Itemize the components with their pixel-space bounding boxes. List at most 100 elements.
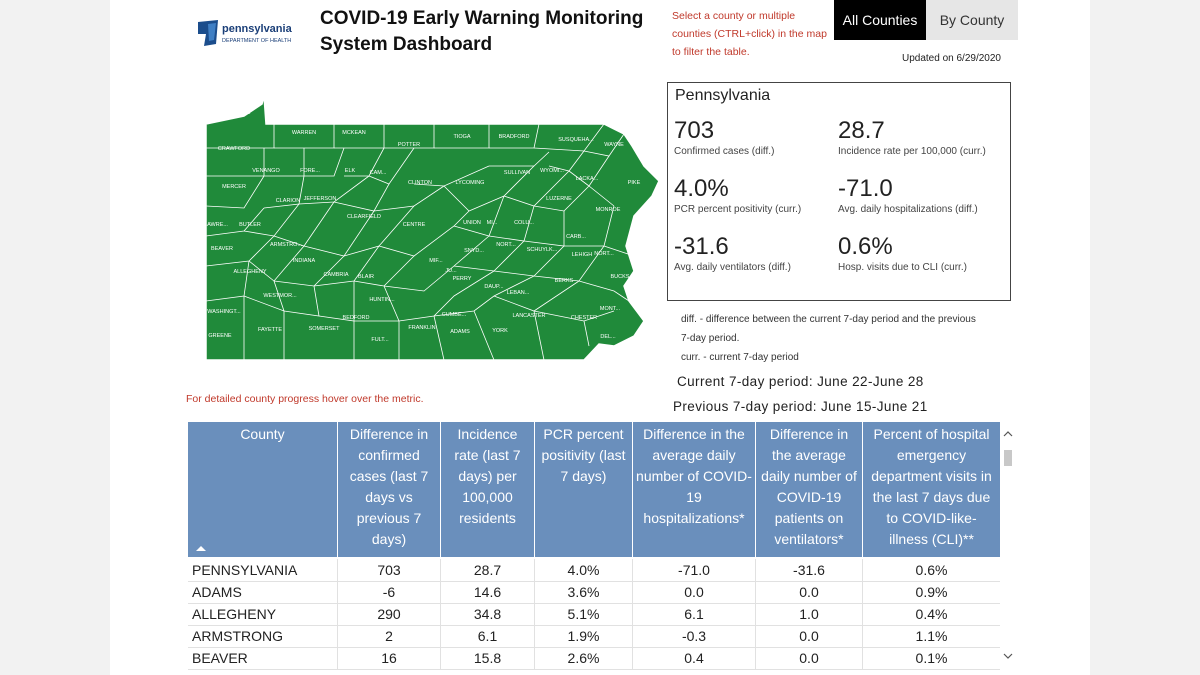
sort-ascending-icon[interactable]	[196, 546, 206, 551]
county-label[interactable]: MCKEAN	[342, 130, 366, 136]
metric-cell[interactable]: 1.1%	[915, 628, 948, 644]
metric-cell[interactable]: 290	[338, 603, 441, 625]
county-label[interactable]: TIOGA	[453, 134, 470, 140]
county-label[interactable]: CLARION	[276, 198, 300, 204]
county-label[interactable]: SNYD...	[464, 248, 484, 254]
county-label[interactable]: NORT...	[594, 251, 614, 257]
county-label[interactable]: BEDFORD	[343, 315, 370, 321]
metric-cell[interactable]: 0.0	[756, 647, 863, 669]
county-label[interactable]: BERKS	[555, 278, 574, 284]
county-label[interactable]: BEAVER	[211, 246, 233, 252]
county-label[interactable]: BRADFORD	[499, 134, 530, 140]
county-label[interactable]: LANCASTER	[512, 313, 545, 319]
county-label[interactable]: CLINTON	[408, 180, 432, 186]
county-label[interactable]: BUCKS	[611, 274, 630, 280]
metric-cell[interactable]: -0.3	[633, 625, 756, 647]
metric-hospitalizations[interactable]: -71.0 Avg. daily hospitalizations (diff.…	[838, 175, 1008, 215]
county-label[interactable]: COLU...	[514, 220, 534, 226]
table-row[interactable]: ADAMS -6 14.6 3.6% 0.0 0.0 0.9%	[188, 581, 1000, 604]
county-label[interactable]: CHESTER	[571, 315, 597, 321]
metric-ventilators[interactable]: -31.6 Avg. daily ventilators (diff.)	[674, 233, 844, 273]
county-label[interactable]: FAYETTE	[258, 327, 282, 333]
county-label[interactable]: GREENE	[208, 333, 232, 339]
county-label[interactable]: LYCOMING	[456, 180, 485, 186]
metric-cell[interactable]: 2	[338, 625, 441, 647]
metric-cell[interactable]: 3.6%	[535, 581, 633, 603]
metric-cell[interactable]: 15.8	[441, 647, 535, 669]
county-label[interactable]: FORE...	[300, 168, 320, 174]
metric-confirmed-cases[interactable]: 703 Confirmed cases (diff.)	[674, 117, 844, 157]
column-header-cli[interactable]: Percent of hospital emergency department…	[863, 422, 1000, 557]
county-label[interactable]: SCHUYLK...	[527, 247, 558, 253]
table-row[interactable]: ALLEGHENY 290 34.8 5.1% 6.1 1.0 0.4%	[188, 603, 1000, 626]
column-header-vent-diff[interactable]: Difference in the average daily number o…	[756, 422, 863, 557]
county-label[interactable]: HUNTIN...	[369, 297, 395, 303]
county-label[interactable]: JEFFERSON	[304, 196, 337, 202]
metric-cell[interactable]: 34.8	[441, 603, 535, 625]
metric-cell[interactable]: 2.6%	[535, 647, 633, 669]
metric-cell[interactable]: 14.6	[441, 581, 535, 603]
metric-cell[interactable]: 6.1	[441, 625, 535, 647]
county-label[interactable]: UNION	[463, 220, 481, 226]
metric-cell[interactable]: -31.6	[756, 559, 863, 581]
county-label[interactable]: ADAMS	[450, 329, 470, 335]
metric-cell[interactable]: 0.9%	[915, 584, 948, 600]
metric-cell[interactable]: 5.1%	[535, 603, 633, 625]
county-label[interactable]: WYOMI...	[540, 168, 564, 174]
metric-cell[interactable]: 0.6%	[915, 562, 948, 578]
metric-cell[interactable]: 0.0	[756, 581, 863, 603]
county-label[interactable]: MI...	[487, 220, 498, 226]
county-label[interactable]: PIKE	[628, 180, 641, 186]
metric-cell[interactable]: 4.0%	[535, 559, 633, 581]
county-label[interactable]: MONROE	[596, 207, 621, 213]
table-row[interactable]: BEAVER 16 15.8 2.6% 0.4 0.0 0.1%	[188, 647, 1000, 670]
county-label[interactable]: WASHINGT...	[207, 309, 241, 315]
metric-cell[interactable]: 703	[338, 559, 441, 581]
table-scrollbar[interactable]	[1001, 426, 1015, 666]
metric-cell[interactable]: 0.4	[633, 647, 756, 669]
metric-incidence-rate[interactable]: 28.7 Incidence rate per 100,000 (curr.)	[838, 117, 1008, 157]
county-label[interactable]: YORK	[492, 328, 508, 334]
county-label[interactable]: ALLEGHENY	[233, 269, 266, 275]
column-header-pcr[interactable]: PCR percent positivity (last 7 days)	[535, 422, 633, 557]
county-label[interactable]: CAM...	[370, 170, 387, 176]
county-label[interactable]: MERCER	[222, 184, 246, 190]
county-label[interactable]: ARMSTRO...	[270, 242, 303, 248]
county-label[interactable]: LAWRE...	[204, 222, 228, 228]
table-row[interactable]: ARMSTRONG 2 6.1 1.9% -0.3 0.0 1.1%	[188, 625, 1000, 648]
county-label[interactable]: WARREN	[292, 130, 316, 136]
county-label[interactable]: SULLIVAN	[504, 170, 530, 176]
metric-cell[interactable]: 16	[338, 647, 441, 669]
county-label[interactable]: CAMBRIA	[323, 272, 348, 278]
county-label[interactable]: CRAWFORD	[218, 146, 250, 152]
tab-all-counties[interactable]: All Counties	[834, 0, 926, 40]
county-label[interactable]: DAUP...	[484, 284, 504, 290]
county-label[interactable]: WAYNE	[604, 142, 624, 148]
metric-cell[interactable]: 0.4%	[915, 606, 948, 622]
metric-cell[interactable]: 0.1%	[915, 650, 948, 666]
county-label[interactable]: NORT...	[496, 242, 516, 248]
county-label[interactable]: CARB...	[566, 234, 586, 240]
county-label[interactable]: BLAIR	[358, 274, 374, 280]
metric-cell[interactable]: -71.0	[633, 559, 756, 581]
county-label[interactable]: FULT...	[371, 337, 389, 343]
tab-by-county[interactable]: By County	[926, 0, 1018, 40]
county-label[interactable]: LEBAN...	[507, 290, 530, 296]
county-label[interactable]: POTTER	[398, 142, 420, 148]
county-label[interactable]: LUZERNE	[546, 196, 572, 202]
metric-cell[interactable]: 6.1	[633, 603, 756, 625]
metric-cell[interactable]: 0.0	[633, 581, 756, 603]
metric-cell[interactable]: 28.7	[441, 559, 535, 581]
county-label[interactable]: ELK	[345, 168, 356, 174]
county-label[interactable]: FRANKLIN	[408, 325, 435, 331]
county-label[interactable]: SOMERSET	[309, 326, 341, 332]
county-label[interactable]: CUMBE...	[442, 312, 467, 318]
pa-county-map[interactable]: ERIE WARREN MCKEAN POTTER TIOGA BRADFORD SUSQU…	[204, 96, 666, 364]
county-label[interactable]: WESTMOR...	[263, 293, 297, 299]
column-header-incidence[interactable]: Incidence rate (last 7 days) per 100,000…	[441, 422, 535, 557]
county-label[interactable]: LACKA...	[576, 176, 599, 182]
county-label[interactable]: ERIE	[238, 110, 251, 116]
table-row[interactable]: PENNSYLVANIA 703 28.7 4.0% -71.0 -31.6 0.6%	[188, 559, 1000, 582]
column-header-hosp-diff[interactable]: Difference in the average daily number o…	[633, 422, 756, 557]
metric-cell[interactable]: 1.9%	[535, 625, 633, 647]
